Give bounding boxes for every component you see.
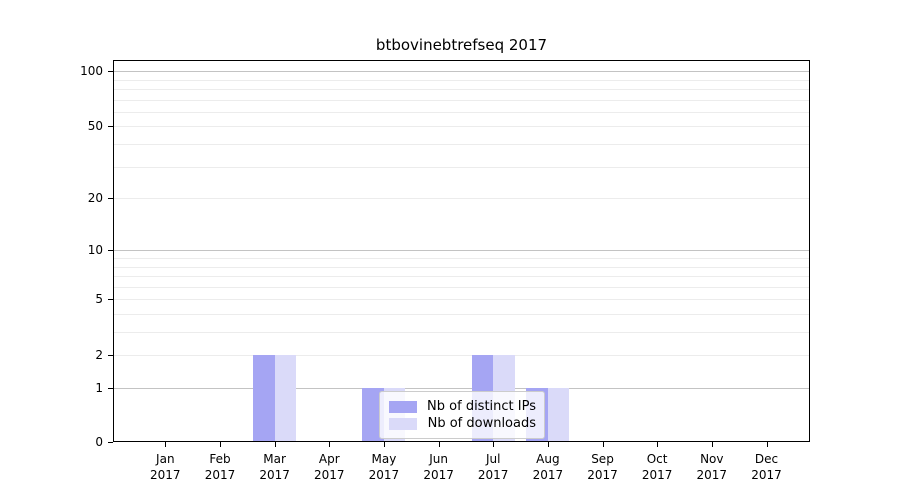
legend-swatch-distinct-ips	[389, 400, 417, 413]
y-tick-label: 5	[95, 292, 103, 307]
legend-item-downloads: Nb of downloads	[389, 415, 536, 432]
minor-gridline	[114, 79, 809, 81]
minor-gridline	[114, 166, 809, 168]
x-tick-mark	[274, 442, 276, 447]
x-tick-mark	[220, 442, 221, 447]
y-tick-label: 1	[95, 381, 103, 395]
x-tick-mark	[165, 442, 167, 447]
x-tick-mark	[493, 442, 495, 447]
minor-gridline	[114, 144, 809, 145]
y-tick-mark	[108, 71, 113, 73]
x-tick-label: May 2017	[368, 452, 400, 482]
y-tick-label: 2	[95, 348, 103, 363]
x-tick-label: Mar 2017	[259, 452, 290, 482]
bar-distinct-ips-mar	[253, 355, 275, 442]
y-tick-label: 50	[87, 119, 103, 134]
x-tick-mark	[329, 442, 331, 447]
bar-downloads-mar	[274, 355, 297, 442]
major-gridline	[114, 71, 809, 73]
minor-gridline	[114, 99, 809, 101]
x-tick-mark	[657, 442, 659, 447]
minor-gridline	[114, 276, 809, 277]
legend: Nb of distinct IPs Nb of downloads	[379, 391, 545, 439]
y-tick-mark	[108, 126, 113, 128]
y-tick-label: 100	[80, 64, 103, 79]
minor-gridline	[114, 266, 809, 268]
y-tick-label: 20	[87, 191, 103, 206]
minor-gridline	[114, 355, 809, 357]
minor-gridline	[114, 126, 809, 128]
bar-downloads-aug	[547, 388, 570, 442]
y-tick-label: 0	[95, 435, 103, 449]
x-tick-mark	[602, 442, 604, 447]
chart-title: btbovinebtrefseq 2017	[375, 36, 548, 54]
x-tick-mark	[766, 442, 768, 447]
y-tick-mark	[108, 442, 113, 443]
x-tick-label: Feb 2017	[204, 452, 236, 482]
x-tick-mark	[383, 442, 385, 447]
minor-gridline	[114, 111, 809, 113]
minor-gridline	[114, 332, 809, 333]
x-tick-label: Jul 2017	[477, 452, 509, 482]
minor-gridline	[114, 314, 809, 315]
major-gridline	[114, 388, 809, 389]
legend-label-distinct-ips: Nb of distinct IPs	[427, 399, 536, 414]
y-tick-mark	[108, 355, 113, 357]
x-tick-label: Aug 2017	[532, 452, 564, 482]
major-gridline	[114, 250, 809, 252]
minor-gridline	[114, 299, 809, 301]
minor-gridline	[114, 258, 809, 259]
y-tick-mark	[108, 198, 113, 200]
x-tick-label: Nov 2017	[696, 452, 728, 482]
y-tick-mark	[108, 299, 113, 301]
x-tick-label: Jan 2017	[150, 452, 181, 482]
y-tick-mark	[108, 388, 113, 389]
legend-label-downloads: Nb of downloads	[427, 416, 536, 431]
minor-gridline	[114, 198, 809, 200]
minor-gridline	[114, 89, 809, 90]
x-tick-label: Sep 2017	[587, 452, 618, 482]
x-tick-label: Dec 2017	[751, 452, 782, 482]
x-tick-mark	[547, 442, 549, 447]
x-tick-label: Oct 2017	[641, 452, 673, 482]
legend-item-distinct-ips: Nb of distinct IPs	[389, 398, 536, 415]
x-tick-label: Apr 2017	[314, 452, 345, 482]
legend-swatch-downloads	[389, 417, 417, 430]
y-tick-label: 10	[87, 243, 103, 258]
x-tick-label: Jun 2017	[423, 452, 454, 482]
bar-distinct-ips-may	[362, 388, 384, 442]
x-tick-mark	[711, 442, 713, 447]
minor-gridline	[114, 286, 809, 288]
y-tick-mark	[108, 250, 113, 252]
x-tick-mark	[438, 442, 440, 447]
